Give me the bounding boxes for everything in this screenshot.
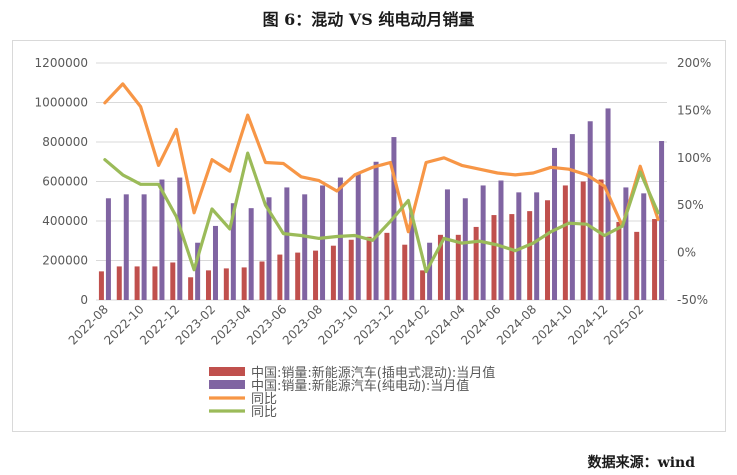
phev-bar: [152, 266, 158, 300]
legend-swatch: [209, 367, 245, 376]
bar-series: [98, 108, 665, 300]
y-right-tick-label: 0%: [677, 246, 696, 260]
legend-label: 中国:销量:新能源汽车(纯电动):当月值: [251, 378, 469, 394]
bev-bar: [516, 192, 522, 300]
y-left-tick-label: 600000: [42, 175, 88, 189]
bev-bar: [230, 203, 236, 300]
phev-bar: [634, 231, 640, 300]
legend: 中国:销量:新能源汽车(插电式混动):当月值中国:销量:新能源汽车(纯电动):当…: [209, 365, 495, 420]
yoy-line-orange: [103, 82, 660, 234]
phev-bar: [330, 245, 336, 300]
y-left-tick-label: 0: [80, 293, 88, 307]
phev-bar: [259, 261, 265, 300]
bev-bar: [534, 192, 540, 300]
legend-label: 同比: [251, 392, 277, 407]
yoy-line-green: [103, 151, 660, 274]
bev-bar: [337, 177, 343, 300]
phev-bar: [652, 219, 658, 300]
phev-bar: [170, 262, 176, 300]
phev-bar: [402, 244, 408, 300]
bev-bar: [409, 211, 415, 300]
phev-bar: [545, 200, 551, 300]
bev-bar: [123, 194, 129, 300]
bev-bar: [659, 141, 665, 300]
data-source-note: 数据来源：wind: [587, 455, 695, 471]
phev-bar: [509, 214, 515, 300]
y-right-tick-label: -50%: [677, 293, 708, 307]
y-left-tick-label: 400000: [42, 214, 88, 228]
bev-bar: [320, 185, 326, 300]
bev-bar: [623, 187, 629, 300]
phev-bar: [527, 211, 533, 300]
bev-bar: [266, 197, 272, 300]
phev-bar: [473, 226, 479, 300]
phev-bar: [366, 236, 372, 300]
combo-chart: 0 200000 400000 600000 800000 1000000 1200000 -…: [35, 56, 712, 420]
phev-bar: [437, 234, 443, 300]
bev-bar: [248, 208, 254, 300]
bev-bar: [552, 147, 558, 300]
bev-bar: [195, 242, 201, 300]
legend-swatch: [209, 380, 245, 389]
bev-bar: [569, 134, 575, 300]
phev-bar: [348, 239, 354, 300]
chart-title: 图 6：混动 VS 纯电动月销量: [262, 10, 475, 29]
phev-bar: [598, 179, 604, 300]
bev-bar: [302, 194, 308, 300]
x-tick-label: 2025-02: [601, 302, 646, 347]
phev-bar: [223, 268, 229, 300]
bev-bar: [141, 194, 147, 300]
y-right-tick-label: 50%: [677, 198, 704, 212]
phev-bar: [384, 232, 390, 300]
bev-bar: [212, 225, 218, 300]
phev-bar: [562, 185, 568, 300]
phev-bar: [188, 277, 194, 300]
phev-bar: [241, 267, 247, 300]
phev-bar: [98, 271, 104, 300]
phev-bar: [491, 215, 497, 300]
bev-bar: [587, 121, 593, 300]
y-right-tick-label: 150%: [677, 103, 711, 117]
phev-bar: [277, 254, 283, 300]
phev-bar: [616, 221, 622, 300]
phev-bar: [420, 270, 426, 300]
phev-bar: [205, 270, 211, 300]
phev-bar: [134, 266, 140, 300]
bev-bar: [462, 198, 468, 300]
phev-bar: [116, 266, 122, 300]
y-left-tick-label: 200000: [42, 254, 88, 268]
y-left-tick-label: 1000000: [35, 96, 88, 110]
bev-bar: [605, 108, 611, 300]
phev-bar: [313, 250, 319, 300]
y-right-tick-label: 100%: [677, 151, 711, 165]
bev-bar: [284, 187, 290, 300]
phev-bar: [295, 252, 301, 300]
line-series: [103, 82, 660, 274]
y-right-tick-label: 200%: [677, 56, 711, 70]
bev-bar: [427, 242, 433, 300]
legend-label: 中国:销量:新能源汽车(插电式混动):当月值: [251, 365, 495, 381]
legend-label: 同比: [251, 405, 277, 420]
bev-bar: [177, 177, 183, 300]
phev-bar: [455, 234, 461, 300]
chart-container: 0 200000 400000 600000 800000 1000000 1200000 -…: [12, 40, 726, 432]
bev-bar: [373, 161, 379, 300]
bev-bar: [498, 180, 504, 300]
phev-bar: [580, 181, 586, 300]
y-left-tick-label: 1200000: [35, 56, 88, 70]
bev-bar: [641, 193, 647, 300]
bev-bar: [159, 179, 165, 300]
bev-bar: [444, 189, 450, 300]
bev-bar: [105, 198, 111, 300]
y-left-tick-label: 800000: [42, 135, 88, 149]
